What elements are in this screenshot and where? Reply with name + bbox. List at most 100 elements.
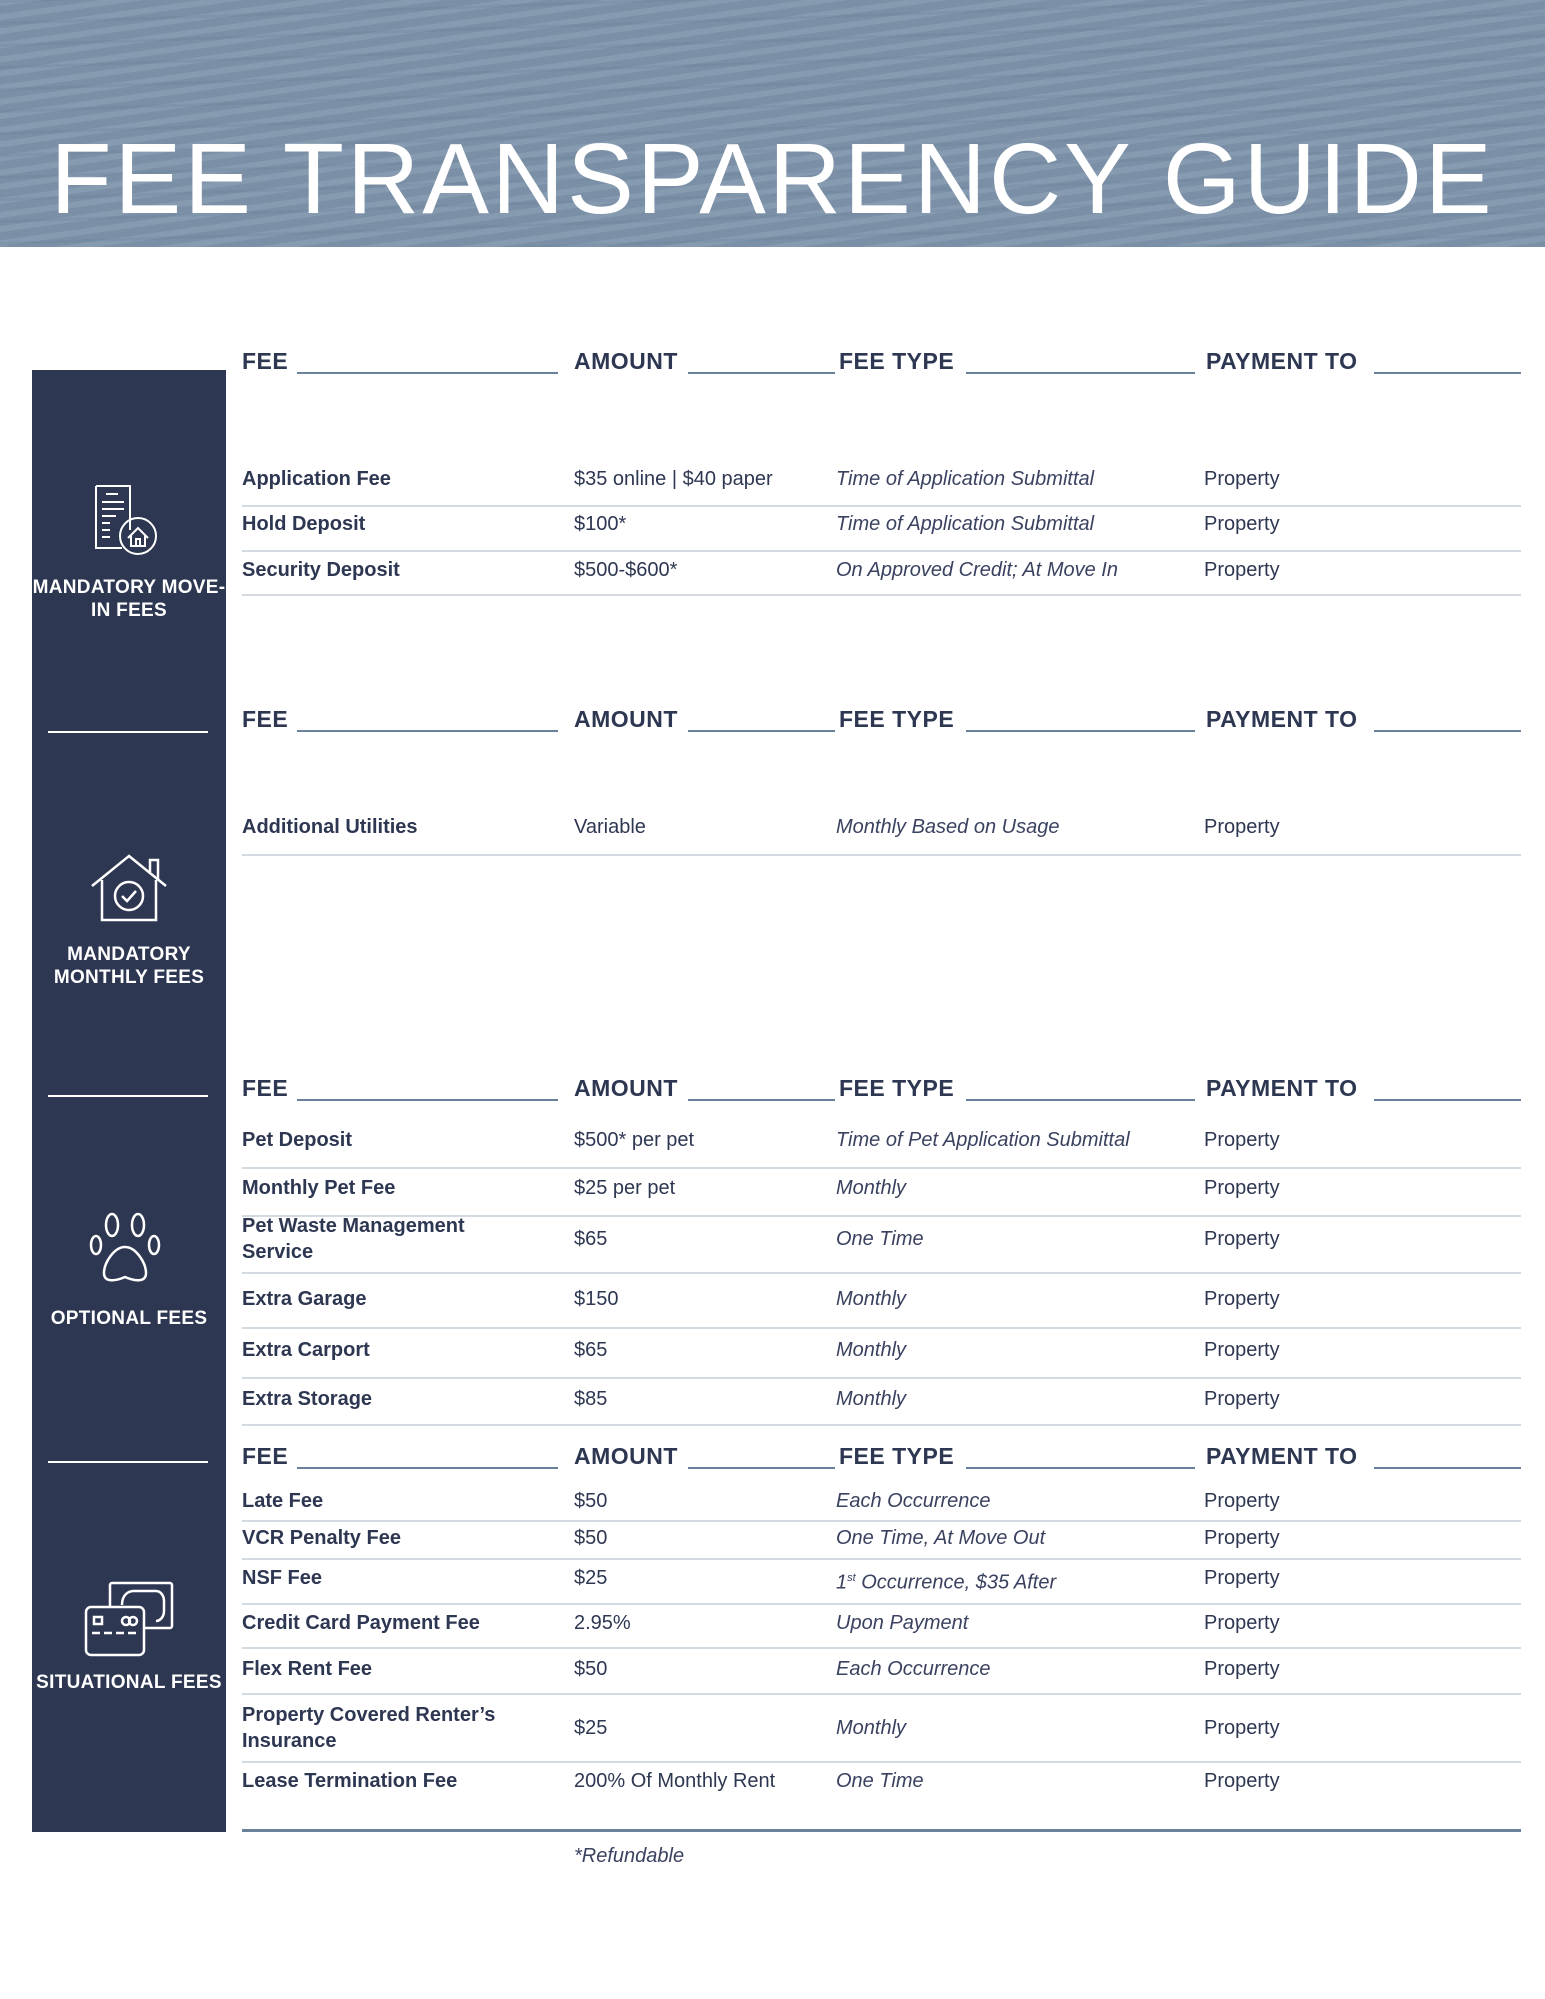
row-divider: [242, 854, 1521, 856]
fee-amount: 200% Of Monthly Rent: [574, 1770, 776, 1792]
header-rule: [966, 372, 1195, 374]
payment-to: Property: [1204, 1527, 1280, 1549]
fee-type: Monthly: [836, 1288, 907, 1310]
column-header-amount: AMOUNT: [574, 706, 678, 732]
fee-name: Security Deposit: [242, 559, 400, 581]
fee-type: Monthly: [836, 1177, 907, 1199]
row-divider: [242, 1603, 1521, 1605]
fee-name: Flex Rent Fee: [242, 1658, 373, 1680]
fee-amount: $500* per pet: [574, 1129, 695, 1151]
fee-type: Time of Application Submittal: [836, 468, 1095, 490]
fee-amount: 2.95%: [574, 1612, 631, 1634]
header-banner: FEE TRANSPARENCY GUIDE: [0, 0, 1545, 247]
fee-type: Time of Pet Application Submittal: [836, 1129, 1130, 1151]
header-rule: [688, 1099, 835, 1101]
sidebar-label: SITUATIONAL FEES: [36, 1672, 222, 1693]
payment-to: Property: [1204, 1658, 1280, 1680]
fee-type: On Approved Credit; At Move In: [836, 559, 1118, 581]
sidebar-label: MANDATORY MOVE-IN FEES: [32, 577, 226, 621]
column-header-fee: FEE: [242, 1443, 289, 1469]
row-divider: [242, 1761, 1521, 1763]
fee-name: Property Covered Renter’s Insurance: [242, 1704, 496, 1752]
payment-to: Property: [1204, 468, 1280, 490]
fee-amount: $50: [574, 1490, 608, 1512]
fee-name: Credit Card Payment Fee: [242, 1612, 480, 1634]
fee-type: Monthly: [836, 1717, 907, 1739]
paw-icon: [89, 1212, 161, 1282]
credit-card-cash-icon: [84, 1581, 174, 1657]
sidebar-divider: [48, 1461, 208, 1463]
fee-amount: $65: [574, 1339, 608, 1361]
payment-to: Property: [1204, 816, 1280, 838]
document-house-icon: [95, 485, 157, 555]
header-rule: [966, 1099, 1195, 1101]
fee-name: Monthly Pet Fee: [242, 1177, 396, 1199]
fee-type: Each Occurrence: [836, 1658, 991, 1680]
fee-name: Lease Termination Fee: [242, 1770, 458, 1792]
column-header-fee: FEE: [242, 706, 289, 732]
column-header-amount: AMOUNT: [574, 1075, 678, 1101]
header-rule: [688, 372, 835, 374]
payment-to: Property: [1204, 1228, 1280, 1250]
payment-to: Property: [1204, 1388, 1280, 1410]
header-rule: [1374, 730, 1521, 732]
column-header-payment-to: PAYMENT TO: [1206, 348, 1358, 374]
sidebar-divider: [48, 1095, 208, 1097]
fee-name: Pet Waste Management Service: [242, 1215, 465, 1263]
fee-name: NSF Fee: [242, 1567, 323, 1589]
footnote: *Refundable: [574, 1845, 685, 1867]
fee-name: Extra Garage: [242, 1288, 367, 1310]
fee-amount: $50: [574, 1527, 608, 1549]
payment-to: Property: [1204, 1567, 1280, 1589]
row-divider: [242, 1327, 1521, 1329]
header-rule: [1374, 1099, 1521, 1101]
row-divider: [242, 1647, 1521, 1649]
fee-amount: $25: [574, 1567, 608, 1589]
fee-amount: $150: [574, 1288, 619, 1310]
row-divider: [242, 1424, 1521, 1426]
payment-to: Property: [1204, 1612, 1280, 1634]
column-header-amount: AMOUNT: [574, 1443, 678, 1469]
header-rule: [1374, 372, 1521, 374]
column-header-fee: FEE: [242, 348, 289, 374]
fee-amount: $85: [574, 1388, 608, 1410]
row-divider: [242, 1272, 1521, 1274]
fee-name: Pet Deposit: [242, 1129, 353, 1151]
fee-amount: $100*: [574, 513, 627, 535]
sidebar-label: MANDATORY MONTHLY FEES: [53, 944, 205, 988]
row-divider: [242, 550, 1521, 552]
header-rule: [297, 730, 558, 732]
fee-type: Time of Application Submittal: [836, 513, 1095, 535]
column-header-amount: AMOUNT: [574, 348, 678, 374]
fee-type: One Time: [836, 1770, 924, 1792]
fee-name: Extra Storage: [242, 1388, 373, 1410]
house-check-icon: [91, 854, 167, 922]
header-rule: [966, 730, 1195, 732]
fee-name: Late Fee: [242, 1490, 324, 1512]
category-sidebar: [32, 370, 226, 1832]
row-divider: [242, 594, 1521, 596]
fee-name: Hold Deposit: [242, 513, 366, 535]
header-rule: [688, 730, 835, 732]
fee-amount: $65: [574, 1228, 608, 1250]
column-header-payment-to: PAYMENT TO: [1206, 1443, 1358, 1469]
fee-amount: $500-$600*: [574, 559, 678, 581]
page-title: FEE TRANSPARENCY GUIDE: [50, 123, 1495, 235]
sidebar-label: OPTIONAL FEES: [50, 1308, 208, 1329]
table-bottom-rule: [242, 1829, 1521, 1832]
column-header-fee: FEE: [242, 1075, 289, 1101]
fee-type: Upon Payment: [836, 1612, 969, 1634]
fee-type: Monthly: [836, 1339, 907, 1361]
fee-name: VCR Penalty Fee: [242, 1527, 401, 1549]
header-rule: [297, 1467, 558, 1469]
fee-amount: $35 online | $40 paper: [574, 468, 773, 490]
fee-type: One Time, At Move Out: [836, 1527, 1046, 1549]
column-header-payment-to: PAYMENT TO: [1206, 706, 1358, 732]
fee-type: Monthly: [836, 1388, 907, 1410]
header-rule: [1374, 1467, 1521, 1469]
header-rule: [297, 372, 558, 374]
fee-name: Additional Utilities: [242, 816, 418, 838]
fee-amount: $25: [574, 1717, 608, 1739]
row-divider: [242, 1558, 1521, 1560]
payment-to: Property: [1204, 1717, 1280, 1739]
